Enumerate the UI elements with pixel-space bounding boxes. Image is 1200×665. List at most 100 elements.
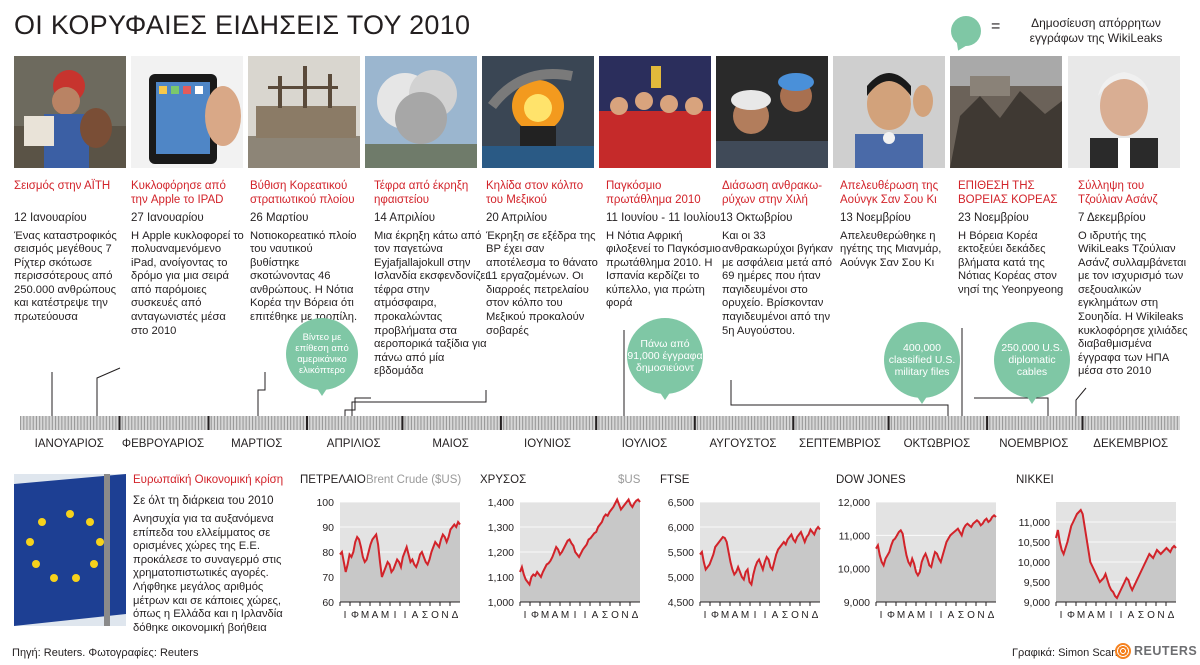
x-tick-label: Μ: [1097, 610, 1105, 621]
timeline-day-tick: [404, 416, 406, 430]
timeline-day-tick: [776, 416, 778, 430]
timeline-day-tick: [89, 416, 91, 430]
timeline-day-tick: [795, 416, 797, 430]
timeline-month-divider: [1081, 416, 1084, 430]
event-headline: ΕΠΙΘΕΣΗ ΤΗΣ ΒΟΡΕΙΑΣ ΚΟΡΕΑΣ: [958, 180, 1058, 206]
timeline-day-tick: [64, 416, 66, 430]
y-tick-label: 1,000: [488, 597, 514, 609]
timeline-day-tick: [1065, 416, 1067, 430]
ipad-photo: [131, 56, 243, 168]
timeline-day-tick: [1021, 416, 1023, 430]
timeline-day-tick: [611, 416, 613, 430]
timeline-day-tick: [388, 416, 390, 430]
oil-rig-fire-photo: [482, 56, 594, 168]
timeline-day-tick: [881, 416, 883, 430]
timeline-day-tick: [1170, 416, 1172, 430]
timeline-day-tick: [245, 416, 247, 430]
event-headline: Τέφρα από έκρηξη ηφαιστείου: [374, 180, 469, 206]
x-tick-label: Ι: [404, 610, 407, 621]
timeline-day-tick: [566, 416, 568, 430]
y-tick-label: 9,000: [844, 597, 870, 609]
timeline-day-tick: [811, 416, 813, 430]
x-tick-label: Ι: [1120, 610, 1123, 621]
month-label: ΙΟΥΝΙΟΣ: [524, 438, 572, 450]
timeline-day-tick: [789, 416, 791, 430]
timeline-day-tick: [808, 416, 810, 430]
timeline-day-tick: [1024, 416, 1026, 430]
timeline-day-tick: [868, 416, 870, 430]
timeline-day-tick: [906, 416, 908, 430]
event-date: 7 Δεκεμβρίου: [1078, 212, 1146, 224]
x-tick-label: Ι: [574, 610, 577, 621]
x-tick-label: Σ: [958, 610, 964, 621]
timeline-day-tick: [344, 416, 346, 430]
event-suu-kyi: Απελευθέρωση της Αούνγκ Σαν Σου Κι 13 Νο…: [840, 180, 954, 270]
timeline-day-tick: [909, 416, 911, 430]
event-description: Η Νότια Αφρική φιλοξενεί το Παγκόσμιο πρ…: [606, 229, 722, 310]
timeline-day-tick: [989, 416, 991, 430]
timeline-day-tick: [735, 416, 737, 430]
timeline-day-tick: [1106, 416, 1108, 430]
volcano-ash-photo: [365, 56, 477, 168]
reuters-dot-icon: [1115, 643, 1131, 659]
timeline-day-tick: [366, 416, 368, 430]
event-headline: Κυκλοφόρησε από την Apple το IPAD: [131, 180, 226, 206]
timeline-day-tick: [963, 416, 965, 430]
month-label: ΙΟΥΛΙΟΣ: [621, 438, 668, 450]
series-area: [520, 499, 640, 602]
timeline-day-tick: [35, 416, 37, 430]
chart-title: ΠΕΤΡΕΛΑΙΟ: [300, 474, 366, 486]
timeline-day-tick: [941, 416, 943, 430]
timeline-day-tick: [258, 416, 260, 430]
event-date: 23 Νοεμβρίου: [958, 212, 1029, 224]
x-tick-label: Μ: [381, 610, 389, 621]
timeline-day-tick: [493, 416, 495, 430]
event-description: Ένας καταστροφικός σεισμός μεγέθους 7 Ρί…: [14, 229, 117, 324]
timeline-day-tick: [798, 416, 800, 430]
timeline-day-tick: [474, 416, 476, 430]
y-tick-label: 100: [316, 497, 334, 509]
timeline-day-tick: [805, 416, 807, 430]
x-tick-label: Ι: [880, 610, 883, 621]
timeline-day-tick: [703, 416, 705, 430]
x-tick-label: Μ: [917, 610, 925, 621]
timeline-day-tick: [315, 416, 317, 430]
page-title: ΟΙ ΚΟΡΥΦΑΙΕΣ ΕΙΔΗΣΕΙΣ ΤΟΥ 2010: [14, 10, 471, 40]
x-tick-label: Μ: [361, 610, 369, 621]
timeline-day-tick: [86, 416, 88, 430]
series-area: [876, 515, 996, 602]
timeline-day-tick: [585, 416, 587, 430]
x-tick-label: Ν: [801, 610, 808, 621]
timeline-day-tick: [1157, 416, 1159, 430]
timeline-day-tick: [182, 416, 184, 430]
month-label: ΜΑΡΤΙΟΣ: [231, 438, 283, 450]
event-description: Η Apple κυκλοφορεί το πολυαναμενόμενο iP…: [131, 229, 244, 337]
timeline-month-divider: [887, 416, 890, 430]
event-description: Ο ιδρυτής της WikiLeaks Τζούλιαν Ασάνζ σ…: [1078, 229, 1188, 378]
timeline-day-tick: [973, 416, 975, 430]
wikileaks-bubble-video: Βίντεο με επίθεση από αμερικάνικο ελικόπ…: [286, 318, 358, 396]
timeline-day-tick: [1040, 416, 1042, 430]
timeline-day-tick: [846, 416, 848, 430]
timeline-day-tick: [639, 416, 641, 430]
y-tick-label: 9,000: [1024, 597, 1050, 609]
y-tick-label: 11,000: [1019, 517, 1050, 529]
timeline-day-tick: [496, 416, 498, 430]
timeline-day-tick: [274, 416, 276, 430]
timeline-day-tick: [719, 416, 721, 430]
x-tick-label: Μ: [541, 610, 549, 621]
wikileaks-bubble-91000: Πάνω από 91,000 έγγραφα δημοσιεύοντ: [627, 318, 703, 400]
x-tick-label: Φ: [1067, 610, 1075, 621]
timeline-day-tick: [1176, 416, 1178, 430]
timeline-day-tick: [859, 416, 861, 430]
timeline-day-tick: [922, 416, 924, 430]
x-tick-label: Φ: [711, 610, 719, 621]
timeline-day-tick: [1164, 416, 1166, 430]
timeline-day-tick: [662, 416, 664, 430]
event-description: Μια έκρηξη κάτω από τον παγετώνα Eyjafja…: [374, 229, 488, 378]
timeline-day-tick: [801, 416, 803, 430]
source-credit: Πηγή: Reuters. Φωτογραφίες: Reuters: [12, 647, 199, 659]
y-tick-label: 1,100: [488, 572, 514, 584]
x-tick-label: Δ: [632, 610, 639, 621]
